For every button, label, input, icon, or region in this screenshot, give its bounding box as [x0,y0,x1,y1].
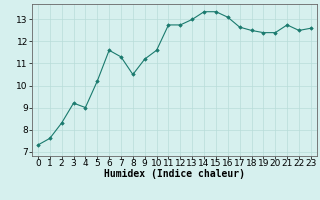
X-axis label: Humidex (Indice chaleur): Humidex (Indice chaleur) [104,169,245,179]
